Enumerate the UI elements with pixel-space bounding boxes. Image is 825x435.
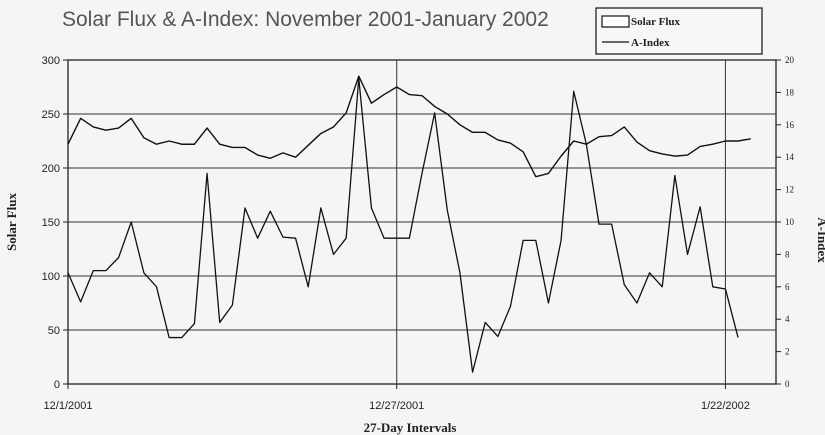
chart-title: Solar Flux & A-Index: November 2001-Janu… bbox=[62, 8, 549, 31]
x-tick-label: 12/1/2001 bbox=[44, 400, 93, 412]
y-tick-label: 300 bbox=[42, 55, 60, 67]
y-right-tick-label: 18 bbox=[785, 87, 795, 97]
x-tick-label: 12/27/2001 bbox=[369, 400, 424, 412]
y-tick-label: 0 bbox=[54, 379, 60, 391]
y-right-tick-label: 6 bbox=[785, 282, 790, 292]
y-right-tick-label: 0 bbox=[785, 379, 790, 389]
y-tick-label: 50 bbox=[48, 325, 60, 337]
y-right-tick-label: 8 bbox=[785, 249, 790, 259]
y-tick-label: 200 bbox=[42, 163, 60, 175]
legend-label-a-index: A-Index bbox=[631, 37, 670, 49]
series-line-a-index bbox=[67, 77, 739, 373]
legend-swatch-solar-flux bbox=[601, 15, 630, 28]
y-tick-label: 250 bbox=[42, 109, 60, 121]
y-right-tick-label: 20 bbox=[785, 55, 795, 65]
plot-area: 0 50 100 150 200 250 300 0 2 4 6 8 10 12 14 16 18 20 12/1/… bbox=[42, 55, 795, 412]
y-right-tick-label: 2 bbox=[785, 347, 790, 357]
y-right-tick-label: 16 bbox=[785, 120, 795, 130]
y-right-tick-label: 14 bbox=[785, 152, 795, 162]
legend-label-solar-flux: Solar Flux bbox=[631, 16, 681, 28]
y-tick-label: 150 bbox=[42, 217, 60, 229]
y-right-tick-label: 12 bbox=[785, 185, 794, 195]
y-right-tick-label: 10 bbox=[785, 217, 795, 227]
y-axis-right-label: A-Index bbox=[815, 217, 825, 263]
x-axis-label: 27-Day Intervals bbox=[364, 420, 457, 435]
legend-box bbox=[595, 7, 763, 55]
y-axis-label: Solar Flux bbox=[4, 193, 19, 251]
series-line-solar-flux bbox=[67, 75, 751, 178]
x-tick-label: 1/22/2002 bbox=[701, 400, 750, 412]
y-right-tick-label: 4 bbox=[785, 314, 790, 324]
y-tick-label: 100 bbox=[42, 271, 60, 283]
